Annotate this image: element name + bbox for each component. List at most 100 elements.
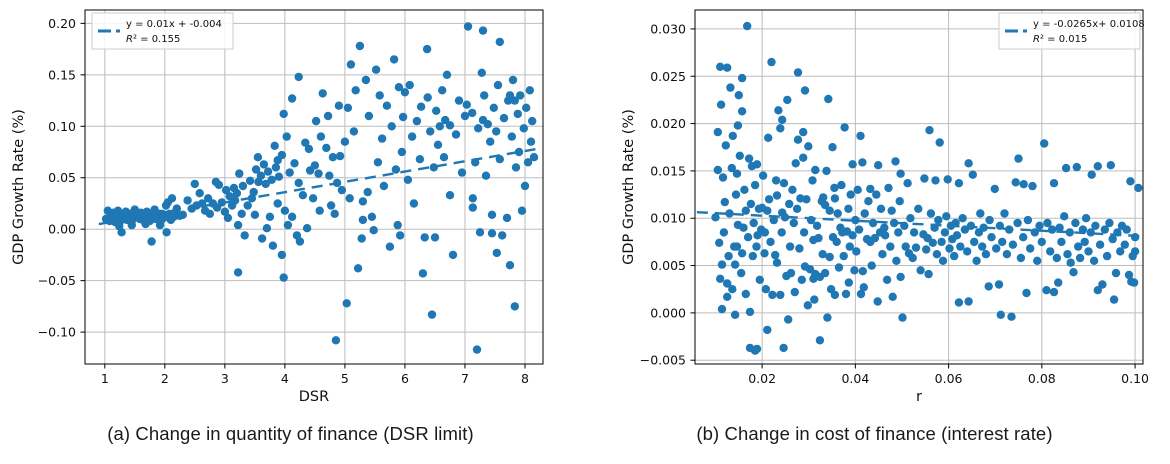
data-point bbox=[462, 100, 471, 109]
data-point bbox=[799, 228, 809, 237]
data-point bbox=[840, 123, 849, 132]
data-point bbox=[956, 242, 965, 251]
legend-box bbox=[91, 12, 234, 50]
data-point bbox=[433, 140, 443, 149]
data-point bbox=[984, 282, 993, 291]
data-point bbox=[1071, 218, 1080, 228]
data-point bbox=[810, 295, 819, 304]
data-point bbox=[737, 268, 746, 278]
data-point bbox=[487, 229, 497, 238]
data-point bbox=[448, 250, 458, 260]
caption-subfigure-a: (a) Change in quantity of finance (DSR l… bbox=[107, 423, 474, 444]
data-point bbox=[1095, 240, 1105, 249]
data-point bbox=[744, 154, 754, 163]
axes-spines bbox=[694, 9, 1144, 365]
data-point bbox=[934, 215, 943, 225]
data-point bbox=[880, 223, 889, 232]
data-point bbox=[1084, 247, 1093, 256]
legend-equation: y = -0.0265x+ 0.0108 bbox=[1033, 19, 1145, 30]
data-point bbox=[318, 89, 327, 98]
data-point bbox=[253, 153, 263, 162]
data-point bbox=[237, 209, 246, 218]
data-point bbox=[795, 244, 804, 253]
data-point bbox=[492, 248, 501, 258]
data-point bbox=[1002, 250, 1012, 259]
data-point bbox=[740, 185, 749, 194]
data-point bbox=[342, 299, 351, 308]
data-point bbox=[1130, 247, 1140, 256]
caption-subfigure-b: (b) Change in cost of finance (interest … bbox=[696, 423, 1053, 444]
data-point bbox=[856, 131, 865, 141]
data-point bbox=[357, 234, 366, 243]
y-tick-label: 0.00 bbox=[48, 222, 76, 237]
y-tick-label: 0.020 bbox=[650, 116, 686, 131]
data-point bbox=[979, 223, 988, 232]
data-point bbox=[824, 94, 833, 104]
x-tick-label: 5 bbox=[341, 371, 349, 386]
data-point bbox=[472, 345, 482, 354]
data-point bbox=[263, 167, 273, 176]
data-point bbox=[799, 127, 808, 137]
data-point bbox=[748, 251, 757, 261]
legend-equation: y = 0.01x + -0.004 bbox=[126, 19, 222, 30]
y-tick-label: 0.025 bbox=[650, 69, 686, 84]
data-point bbox=[508, 75, 518, 85]
data-point bbox=[349, 127, 359, 136]
data-point bbox=[323, 111, 333, 121]
data-point bbox=[285, 168, 294, 177]
data-point bbox=[728, 131, 737, 141]
data-point bbox=[779, 179, 789, 188]
x-tick-label: 1 bbox=[101, 371, 109, 386]
data-point bbox=[1046, 247, 1055, 256]
data-point bbox=[716, 100, 726, 109]
data-point bbox=[1111, 268, 1121, 278]
data-point bbox=[270, 141, 279, 150]
legend-box bbox=[998, 12, 1141, 50]
data-point bbox=[1023, 215, 1033, 225]
data-point bbox=[825, 206, 834, 215]
data-point bbox=[235, 169, 244, 178]
data-point bbox=[720, 197, 729, 207]
data-point bbox=[523, 158, 533, 167]
x-tick-label: 0.10 bbox=[1121, 371, 1149, 386]
data-point bbox=[364, 111, 374, 121]
data-point bbox=[358, 215, 368, 225]
y-tick-label: 0.030 bbox=[650, 21, 686, 36]
data-point bbox=[429, 163, 438, 172]
data-point bbox=[763, 206, 772, 215]
data-point bbox=[793, 135, 803, 144]
data-point bbox=[514, 147, 524, 157]
data-point bbox=[981, 250, 991, 259]
data-point bbox=[808, 176, 817, 185]
data-point bbox=[1052, 253, 1062, 263]
data-point bbox=[737, 73, 747, 83]
data-point bbox=[833, 209, 842, 218]
data-point bbox=[221, 185, 231, 195]
data-point bbox=[420, 233, 429, 242]
data-point bbox=[1054, 278, 1063, 287]
data-point bbox=[468, 203, 477, 212]
data-point bbox=[340, 137, 350, 146]
data-point bbox=[820, 200, 830, 210]
data-point bbox=[894, 228, 903, 237]
data-point bbox=[516, 91, 525, 100]
data-point bbox=[351, 86, 360, 95]
data-point bbox=[438, 86, 447, 95]
data-point bbox=[878, 250, 887, 259]
data-point bbox=[964, 297, 973, 306]
data-point bbox=[1061, 163, 1071, 173]
data-point bbox=[460, 111, 470, 121]
data-point bbox=[864, 197, 873, 206]
data-point bbox=[1134, 183, 1143, 193]
data-point bbox=[830, 290, 840, 300]
data-point bbox=[743, 233, 753, 242]
data-point bbox=[525, 86, 534, 95]
data-point bbox=[895, 197, 904, 206]
trend-line bbox=[98, 147, 539, 226]
data-point bbox=[985, 215, 994, 225]
data-point bbox=[398, 112, 408, 122]
data-point bbox=[502, 213, 512, 223]
data-point bbox=[507, 132, 516, 141]
data-point bbox=[343, 103, 353, 113]
data-point bbox=[238, 181, 248, 191]
